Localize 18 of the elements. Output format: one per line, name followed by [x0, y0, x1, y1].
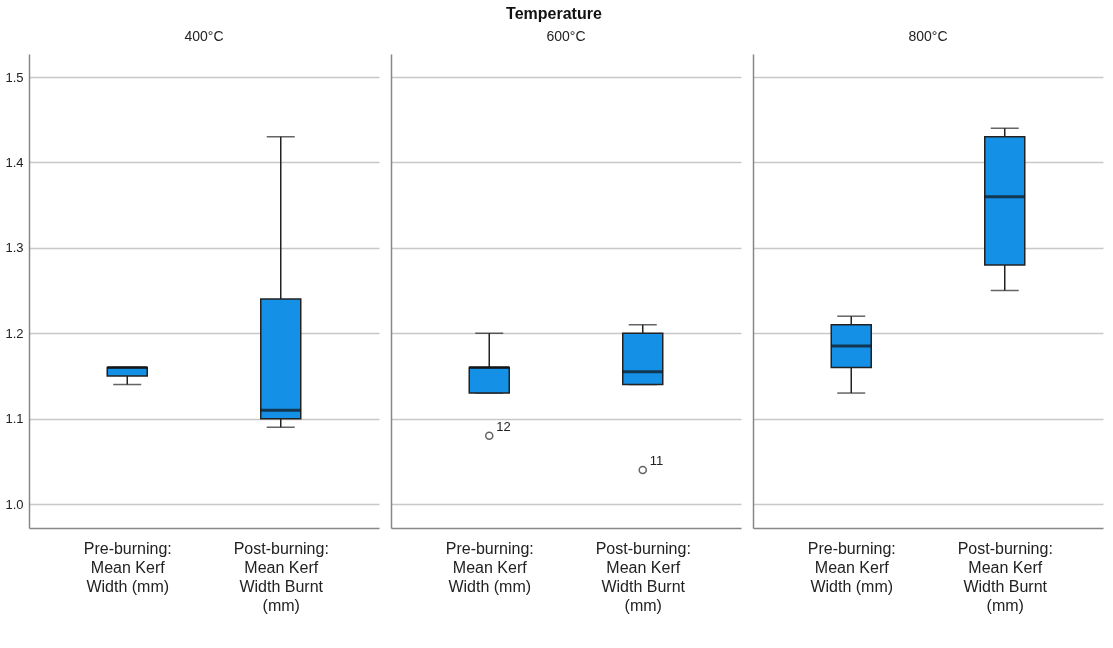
y-tick-label: 1.3 — [5, 240, 24, 256]
y-tick-label: 1.4 — [5, 154, 24, 170]
y-tick-label: 1.2 — [5, 325, 24, 341]
x-tick-label: Post-burning: Mean Kerf Width Burnt (mm) — [957, 539, 1053, 614]
x-tick-label: Post-burning: Mean Kerf Width Burnt (mm) — [595, 539, 691, 614]
chart-title: 800°C — [908, 28, 948, 44]
x-tick-label: Pre-burning: Mean Kerf Width (mm) — [83, 539, 172, 595]
annotation: 11 — [649, 452, 664, 468]
x-tick-label: Post-burning: Mean Kerf Width Burnt (mm) — [233, 539, 329, 614]
x-tick-label: Pre-burning: Mean Kerf Width (mm) — [807, 539, 896, 595]
chart-title: 600°C — [546, 28, 586, 44]
text: Temperature — [506, 5, 602, 22]
y-tick-label: 1.5 — [5, 69, 24, 85]
y-tick-label: 1.1 — [5, 411, 24, 427]
chart-title: 400°C — [184, 28, 224, 44]
x-tick-label: Pre-burning: Mean Kerf Width (mm) — [445, 539, 534, 595]
annotation: 12 — [496, 418, 511, 434]
y-tick-label: 1.0 — [5, 496, 24, 512]
